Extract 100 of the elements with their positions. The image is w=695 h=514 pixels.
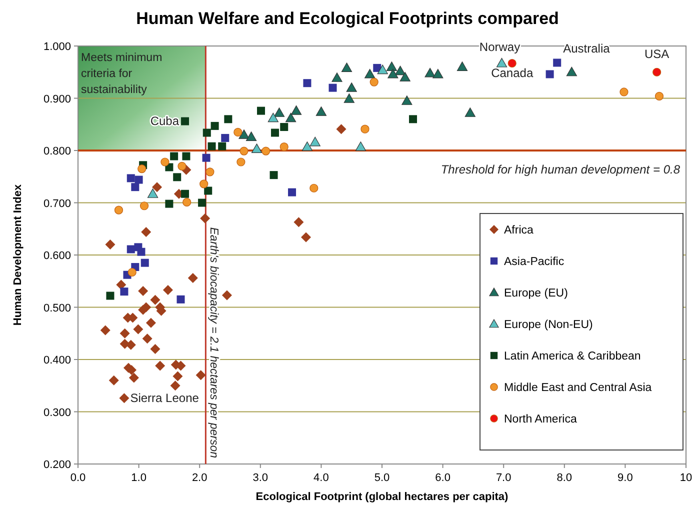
point — [126, 245, 135, 254]
point — [202, 154, 210, 162]
point — [236, 158, 246, 166]
y-tick-label: 0.400 — [43, 354, 71, 366]
point — [328, 84, 337, 92]
point — [105, 240, 116, 250]
point — [234, 128, 242, 137]
point — [100, 325, 110, 336]
point — [140, 258, 149, 267]
annotation: USA — [644, 47, 670, 62]
point — [280, 122, 288, 131]
point — [196, 370, 206, 380]
point — [270, 128, 279, 137]
legend-label: Europe (EU) — [504, 288, 568, 300]
point — [355, 142, 366, 151]
legend-label: Europe (Non-EU) — [504, 319, 594, 331]
point — [456, 62, 468, 71]
point — [173, 173, 182, 182]
point — [394, 66, 406, 76]
point — [424, 68, 436, 78]
point — [120, 328, 130, 338]
point — [302, 142, 313, 151]
point — [566, 66, 577, 76]
point — [546, 70, 554, 78]
x-tick-label: 3.0 — [252, 472, 268, 484]
point — [286, 112, 296, 122]
point — [257, 106, 266, 115]
point — [409, 115, 418, 124]
point — [165, 200, 174, 208]
point — [290, 105, 302, 115]
x-tick-label: 5.0 — [374, 472, 390, 484]
point — [303, 79, 312, 88]
y-tick-label: 0.500 — [43, 302, 71, 314]
x-tick-label: 8.0 — [556, 472, 572, 484]
point — [251, 144, 262, 153]
ref-line-label: Threshold for high human development = 0.8 — [440, 162, 680, 176]
point — [208, 142, 216, 150]
legend-label: Africa — [504, 224, 534, 236]
point — [200, 180, 208, 188]
point — [176, 295, 185, 304]
y-tick-label: 0.200 — [43, 459, 71, 471]
point — [134, 176, 143, 184]
point — [114, 206, 124, 214]
point — [141, 227, 152, 238]
point — [204, 186, 212, 195]
legend-label: Latin America & Caribbean — [504, 350, 641, 362]
x-tick-label: 6.0 — [435, 472, 450, 484]
x-tick-label: 1.0 — [131, 472, 146, 484]
point — [652, 68, 662, 76]
point — [224, 115, 232, 124]
point — [160, 158, 170, 166]
point — [150, 294, 160, 305]
point — [182, 198, 192, 207]
point — [138, 286, 148, 296]
point — [142, 334, 152, 344]
point — [152, 182, 162, 192]
annotation: Australia — [563, 42, 610, 56]
point — [202, 128, 211, 137]
point — [402, 96, 412, 105]
point — [553, 58, 562, 67]
point — [162, 285, 173, 296]
y-tick-label: 0.700 — [43, 198, 71, 210]
point — [370, 78, 378, 86]
point — [620, 88, 628, 96]
point — [170, 152, 178, 160]
legend-label: Asia-Pacific — [504, 256, 564, 268]
point — [178, 162, 186, 170]
point — [138, 164, 146, 174]
point — [386, 62, 398, 71]
point — [116, 280, 126, 290]
point — [120, 288, 128, 296]
point — [206, 168, 214, 176]
point — [246, 132, 257, 141]
point — [654, 92, 664, 100]
point — [218, 142, 226, 150]
point — [274, 108, 285, 117]
point — [108, 375, 119, 386]
point — [210, 122, 219, 130]
x-tick-label: 10 — [680, 472, 692, 484]
point — [222, 290, 232, 300]
point — [432, 68, 444, 78]
x-tick-label: 0.0 — [70, 472, 86, 484]
point — [388, 68, 398, 78]
point — [268, 112, 278, 122]
point — [332, 72, 342, 82]
point — [377, 64, 388, 74]
annotation: Cuba — [150, 114, 180, 128]
point — [172, 371, 183, 382]
y-tick-label: 0.600 — [43, 250, 71, 262]
x-axis-title: Ecological Footprint (global hectares per capita) — [256, 491, 509, 503]
x-tick-label: 9.0 — [618, 472, 633, 484]
y-tick-label: 0.900 — [43, 93, 71, 106]
point — [360, 124, 370, 134]
point — [464, 108, 476, 117]
point — [182, 152, 190, 160]
legend-label: Middle East and Central Asia — [504, 382, 652, 394]
x-tick-label: 2.0 — [192, 472, 208, 484]
point — [310, 184, 318, 192]
point — [181, 190, 190, 198]
point — [106, 292, 114, 300]
